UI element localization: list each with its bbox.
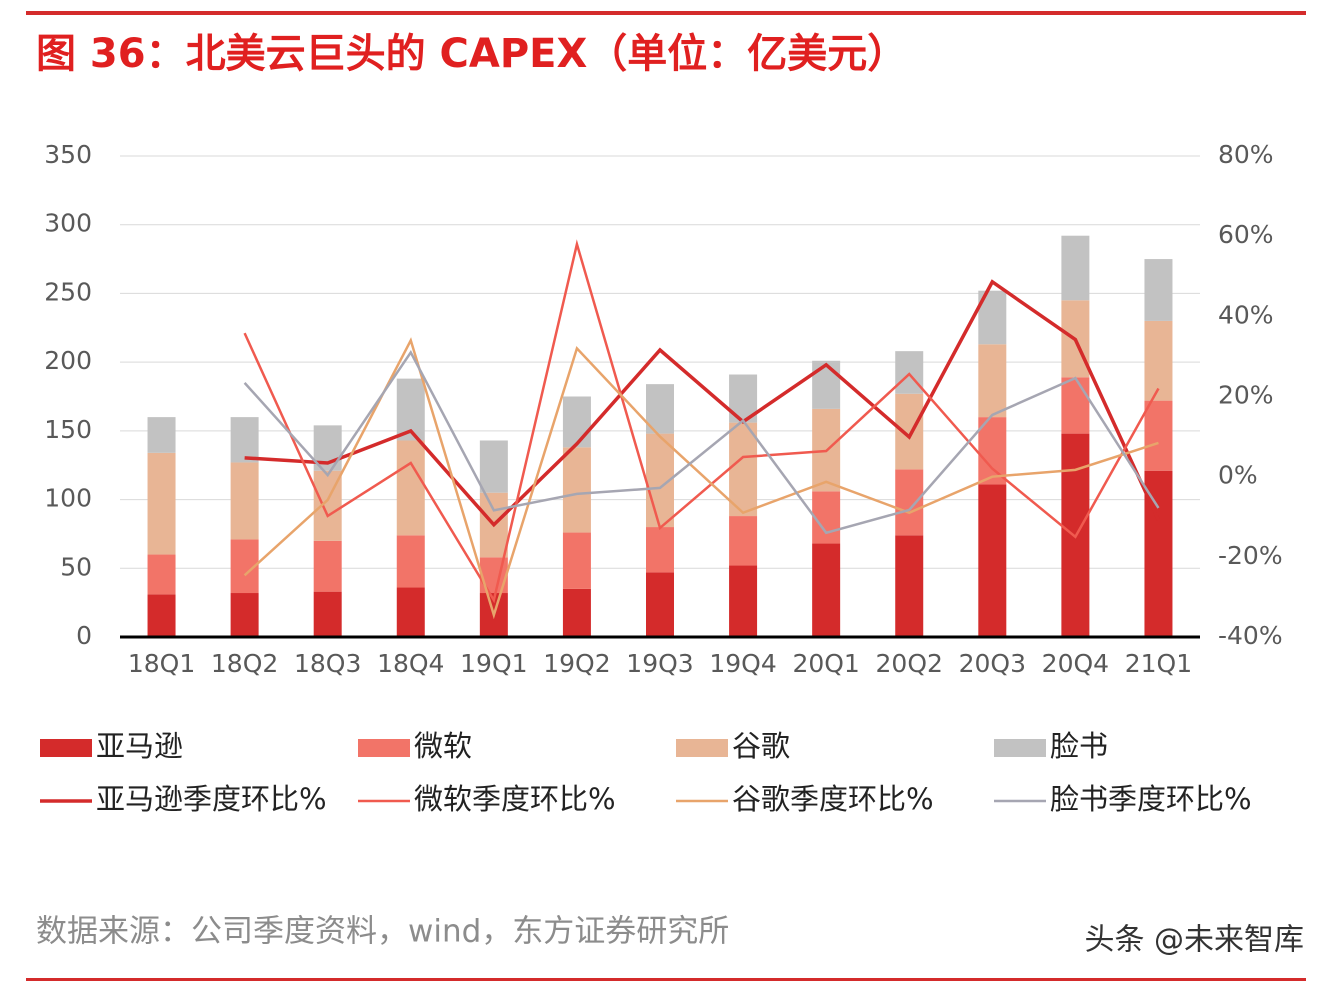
bar-segment [1061,377,1090,434]
bar-segment [313,540,342,592]
y-tick-label: 0 [76,621,92,650]
bar-segment [1144,320,1173,401]
bar-segment [396,587,425,637]
bar-segment [1144,259,1173,321]
x-tick-label: 20Q4 [1042,649,1109,678]
legend-label: 谷歌 [732,729,790,763]
line-series [243,239,1160,604]
y2-tick-label: 60% [1218,220,1274,249]
y-tick-label: 50 [60,552,92,581]
legend-swatch [994,739,1046,757]
watermark: 头条 @未来智库 [1084,923,1304,958]
x-tick-label: 19Q3 [626,649,693,678]
bar-segment [562,532,591,589]
bottom-rule [26,978,1306,981]
bar-segment [562,588,591,637]
x-tick-label: 20Q2 [876,649,943,678]
y2-tick-label: -40% [1218,621,1283,650]
x-tick-label: 18Q2 [211,649,278,678]
bar-segment [1061,235,1090,301]
legend-swatch [40,739,92,757]
legend-swatch [676,739,728,757]
bar-segment [396,440,425,536]
bar-segment [313,591,342,637]
y-tick-label: 250 [44,277,92,306]
legend-label: 亚马逊季度环比% [96,782,327,816]
bar-segment [729,422,758,517]
y2-tick-label: 40% [1218,300,1274,329]
y-tick-label: 100 [44,484,92,513]
legend-label: 微软季度环比% [414,782,616,816]
chart-title: 图 36：北美云巨头的 CAPEX（单位：亿美元） [36,31,907,77]
legend-swatch [358,739,410,757]
x-tick-label: 18Q3 [294,649,361,678]
bar-segment [895,393,924,470]
bar-segment [978,484,1007,637]
line-series [243,337,1159,620]
y-tick-label: 350 [44,140,92,169]
bar-segment [978,417,1007,485]
y2-tick-label: -20% [1218,541,1283,570]
legend-label: 谷歌季度环比% [732,782,934,816]
bar-segment [812,543,841,637]
bar-segment [812,491,841,544]
y-tick-label: 200 [44,346,92,375]
x-tick-label: 18Q1 [128,649,195,678]
x-tick-label: 19Q4 [709,649,776,678]
bar-segment [729,565,758,637]
bar-segment [562,447,591,533]
bar-segment [147,417,176,453]
bar-segment [396,535,425,588]
top-rule [26,11,1306,15]
x-tick-label: 18Q4 [377,649,444,678]
line-series [244,279,1161,528]
y-tick-label: 150 [44,415,92,444]
x-tick-label: 19Q2 [543,649,610,678]
x-tick-label: 20Q3 [959,649,1026,678]
y-tick-label: 300 [44,209,92,238]
legend-label: 亚马逊 [96,729,183,763]
bar-segment [646,572,674,637]
bar-segment [562,396,591,448]
bar-segment [646,527,674,573]
bar-segment [1144,400,1173,471]
source-note: 数据来源：公司季度资料，wind，东方证券研究所 [36,914,729,950]
legend-label: 脸书 [1050,729,1108,763]
bar-segment [729,516,758,566]
bar-segment [230,417,259,463]
x-tick-label: 20Q1 [792,649,859,678]
bar-segment [895,535,924,637]
bar-segment [812,360,841,409]
bar-segment [479,440,508,493]
y2-tick-label: 20% [1218,381,1274,410]
bar-segment [230,593,259,637]
line-series [243,349,1160,535]
bar-segment [230,462,259,540]
bar-segment [978,344,1007,418]
bar-segment [147,594,176,637]
bar-segment [147,452,176,555]
legend-label: 微软 [414,729,472,763]
bar-segment [147,554,176,595]
x-tick-label: 21Q1 [1125,649,1192,678]
y2-tick-label: 80% [1218,140,1274,169]
x-tick-label: 19Q1 [460,649,527,678]
legend-label: 脸书季度环比% [1050,782,1252,816]
y2-tick-label: 0% [1218,461,1258,490]
bar-segment [895,469,924,536]
